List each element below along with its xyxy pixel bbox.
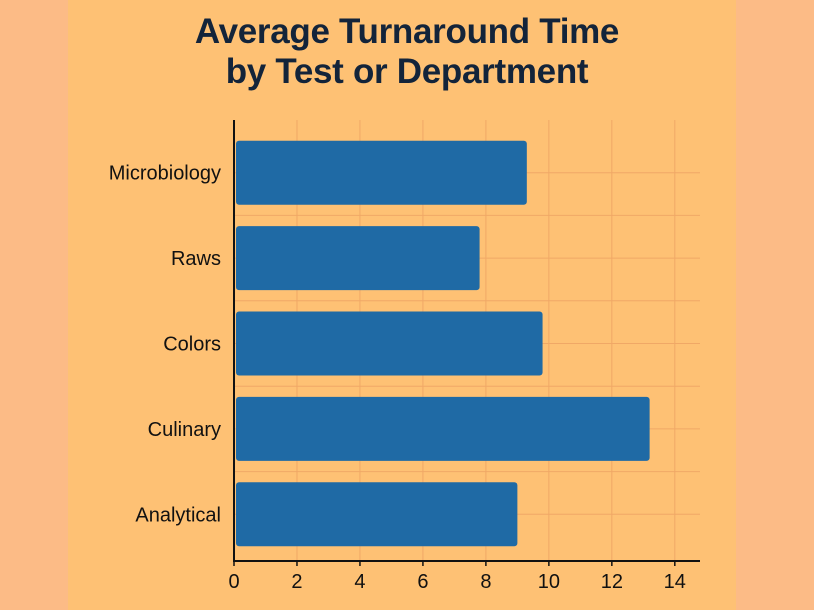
x-tick-label: 12	[601, 571, 623, 593]
chart-title-line-1: Average Turnaround Time	[194, 12, 620, 51]
x-tick-label: 4	[354, 571, 365, 593]
category-label-colors: Colors	[163, 334, 221, 356]
category-label-analytical: Analytical	[135, 504, 221, 526]
x-tick-label: 0	[228, 571, 239, 593]
bar-microbiology	[236, 140, 527, 205]
bar-analytical	[236, 482, 518, 547]
x-tick-label: 6	[417, 571, 428, 593]
bar-raws	[236, 226, 480, 291]
bar-culinary	[236, 396, 650, 461]
chart-title: Average Turnaround Time by Test or Depar…	[0, 12, 814, 92]
category-label-microbiology: Microbiology	[109, 163, 221, 185]
x-tick-label: 10	[538, 571, 560, 593]
bar-colors	[236, 311, 543, 376]
x-tick-label: 8	[480, 571, 491, 593]
chart-title-line-2: by Test or Department	[225, 52, 589, 91]
category-label-raws: Raws	[171, 248, 221, 270]
x-tick-label: 14	[664, 571, 686, 593]
category-label-culinary: Culinary	[148, 419, 221, 441]
x-tick-label: 2	[291, 571, 302, 593]
